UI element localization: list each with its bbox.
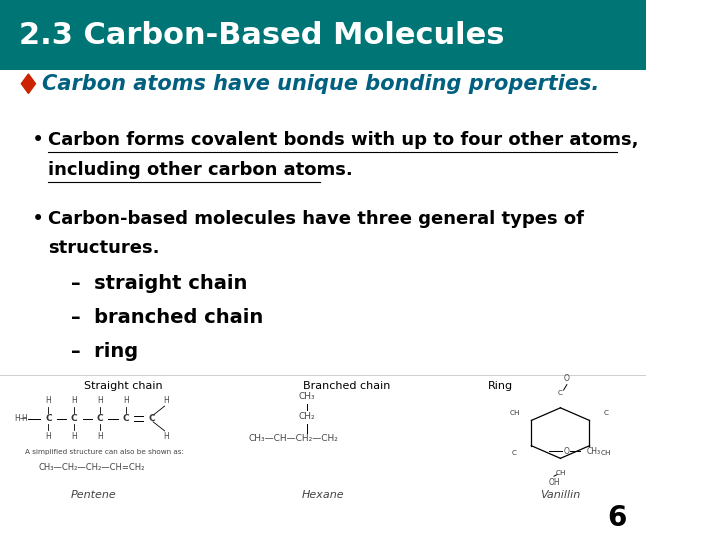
Text: CH₃—CH—CH₂—CH₂: CH₃—CH—CH₂—CH₂ bbox=[248, 434, 338, 443]
Text: C: C bbox=[122, 414, 129, 423]
Text: H: H bbox=[45, 432, 51, 441]
Text: –  branched chain: – branched chain bbox=[71, 308, 264, 327]
Text: H: H bbox=[163, 396, 169, 405]
Polygon shape bbox=[22, 74, 35, 93]
Text: –  straight chain: – straight chain bbox=[71, 274, 248, 293]
Text: including other carbon atoms.: including other carbon atoms. bbox=[48, 161, 354, 179]
Text: Vanillin: Vanillin bbox=[540, 490, 580, 500]
Text: C: C bbox=[558, 390, 563, 396]
Text: CH₃: CH₃ bbox=[298, 393, 315, 401]
Text: Carbon-based molecules have three general types of: Carbon-based molecules have three genera… bbox=[48, 210, 585, 228]
Text: H: H bbox=[22, 414, 27, 423]
Text: CH: CH bbox=[509, 410, 520, 416]
Text: Carbon atoms have unique bonding properties.: Carbon atoms have unique bonding propert… bbox=[42, 73, 599, 94]
Text: Carbon forms covalent bonds with up to four other atoms,: Carbon forms covalent bonds with up to f… bbox=[48, 131, 639, 150]
Text: CH: CH bbox=[555, 470, 566, 476]
Text: H: H bbox=[45, 396, 51, 405]
Text: CH₂: CH₂ bbox=[298, 413, 315, 421]
Text: C: C bbox=[71, 414, 78, 423]
Text: C: C bbox=[604, 410, 609, 416]
Text: Branched chain: Branched chain bbox=[303, 381, 391, 391]
Text: H: H bbox=[163, 432, 169, 441]
Text: CH₃: CH₃ bbox=[586, 447, 600, 456]
Text: C: C bbox=[148, 414, 155, 423]
Text: Pentene: Pentene bbox=[71, 490, 117, 500]
Text: C: C bbox=[96, 414, 104, 423]
Text: 2.3 Carbon-Based Molecules: 2.3 Carbon-Based Molecules bbox=[19, 21, 505, 50]
Text: –  ring: – ring bbox=[71, 342, 138, 361]
Text: H: H bbox=[71, 432, 77, 441]
Text: H: H bbox=[71, 396, 77, 405]
Text: H: H bbox=[97, 396, 103, 405]
Text: C: C bbox=[45, 414, 52, 423]
Text: C: C bbox=[512, 450, 517, 456]
Text: Hexane: Hexane bbox=[302, 490, 344, 500]
Text: H—: H— bbox=[14, 414, 27, 423]
Text: •: • bbox=[32, 208, 45, 229]
Text: •: • bbox=[32, 130, 45, 151]
Text: O: O bbox=[564, 374, 570, 383]
FancyBboxPatch shape bbox=[0, 0, 646, 70]
Text: Ring: Ring bbox=[487, 381, 513, 391]
Text: OH: OH bbox=[548, 478, 559, 487]
Text: 6: 6 bbox=[607, 504, 626, 532]
Text: CH₃—CH₂—CH₂—CH=CH₂: CH₃—CH₂—CH₂—CH=CH₂ bbox=[39, 463, 145, 471]
Text: A simplified structure can also be shown as:: A simplified structure can also be shown… bbox=[24, 449, 184, 455]
Text: H: H bbox=[97, 432, 103, 441]
Text: CH: CH bbox=[601, 450, 611, 456]
Text: H: H bbox=[123, 396, 129, 405]
Text: structures.: structures. bbox=[48, 239, 160, 258]
Text: O: O bbox=[564, 447, 570, 456]
Text: Straight chain: Straight chain bbox=[84, 381, 163, 391]
